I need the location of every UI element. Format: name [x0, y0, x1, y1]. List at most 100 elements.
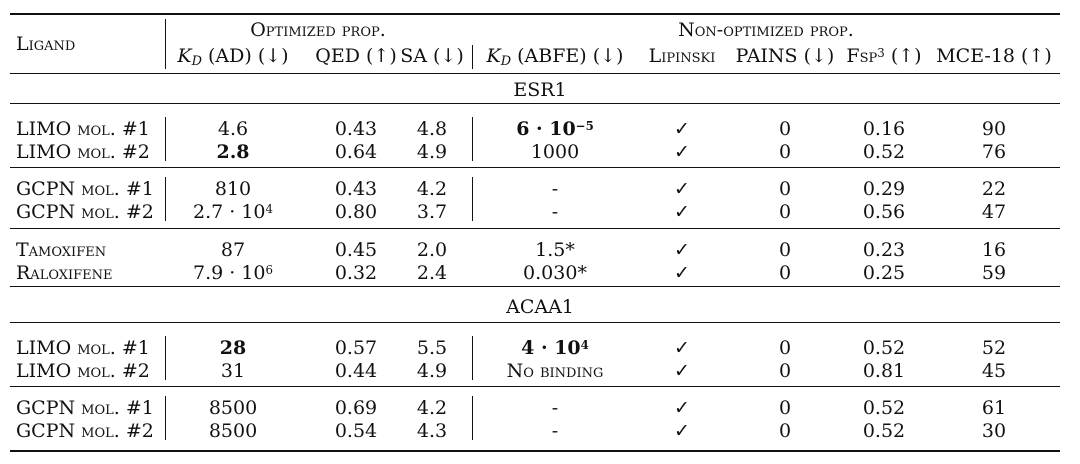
- kd-abfe-value: -: [551, 201, 559, 223]
- pains-cell: 0: [778, 118, 792, 140]
- ligand-name-suffix: mol. #2: [77, 141, 150, 163]
- qed-cell: 0.64: [334, 141, 378, 163]
- column-separator: [472, 396, 473, 440]
- kd-abfe-cell: 0.030*: [523, 262, 587, 284]
- kd-ad-value: 4.6: [217, 118, 249, 140]
- ligand-name-main: LIMO: [16, 141, 72, 163]
- kd-abfe-value: -: [551, 420, 559, 442]
- kd-abfe-value: 4 · 104: [521, 337, 589, 359]
- pains-cell: 0: [778, 262, 792, 284]
- kd-ad-cell: 2.8: [216, 141, 249, 163]
- ligand-name-suffix: mol. #2: [81, 201, 154, 223]
- ligand-name-main: LIMO: [16, 360, 72, 382]
- ligand-name-suffix: Raloxifene: [16, 262, 113, 284]
- fsp3-cell: 0.25: [862, 262, 906, 284]
- group-rule: [10, 228, 1060, 229]
- top-rule: [10, 13, 1060, 15]
- pains-cell: 0: [778, 201, 792, 223]
- mce18-cell: 61: [981, 397, 1007, 419]
- ligand-name-main: GCPN: [16, 420, 76, 442]
- section-title: ACAA1: [506, 296, 574, 318]
- ligand-name-main: GCPN: [16, 201, 76, 223]
- kd-abfe-value: -: [551, 178, 559, 200]
- ligand-name: LIMO mol. #1: [16, 118, 150, 140]
- mce18-cell: 47: [981, 201, 1007, 223]
- ligand-name-suffix: mol. #1: [81, 178, 154, 200]
- ligand-name-suffix: mol. #1: [81, 397, 154, 419]
- column-separator: [472, 336, 473, 380]
- lipinski-check-icon: ✓: [674, 201, 690, 223]
- column-separator: [472, 117, 473, 161]
- kd-subscript: D: [500, 54, 512, 70]
- kd-ad-value: 2.8: [216, 141, 250, 163]
- fsp3-cell: 0.81: [862, 360, 906, 382]
- pains-cell: 0: [778, 337, 792, 359]
- pains-cell: 0: [778, 141, 792, 163]
- kd-subscript: D: [191, 54, 202, 70]
- ligand-name: GCPN mol. #1: [16, 178, 154, 200]
- mce18-cell: 30: [981, 420, 1007, 442]
- kd-abfe-base: 6 · 10: [516, 118, 576, 140]
- group-rule: [10, 167, 1060, 168]
- mce18-cell: 76: [981, 141, 1007, 163]
- header-separator-left: [165, 19, 166, 69]
- ligand-name: Tamoxifen: [16, 239, 106, 261]
- kd-abfe-cell: -: [552, 397, 558, 419]
- ligand-name: GCPN mol. #1: [16, 397, 154, 419]
- pains-cell: 0: [778, 178, 792, 200]
- qed-cell: 0.80: [334, 201, 378, 223]
- qed-cell: 0.45: [334, 239, 378, 261]
- kd-abfe-cell: 6 · 10−5: [516, 118, 594, 140]
- kd-abfe-value: 1.5*: [535, 239, 575, 261]
- mce18-cell: 52: [981, 337, 1007, 359]
- kd-abfe-cell: 1.5*: [535, 239, 575, 261]
- ligand-name-main: LIMO: [16, 118, 72, 140]
- kd-ad-value: 810: [214, 178, 252, 200]
- pains-cell: 0: [778, 360, 792, 382]
- pains-cell: 0: [778, 420, 792, 442]
- ligand-name: Raloxifene: [16, 262, 113, 284]
- lipinski-check-icon: ✓: [674, 420, 690, 442]
- mce18-cell: 22: [981, 178, 1007, 200]
- kd-ad-cell: 31: [221, 360, 245, 382]
- kd-ad-base: 7.9 · 10: [192, 262, 266, 284]
- header-mce18: MCE-18 (↑): [936, 45, 1052, 67]
- group-rule: [10, 386, 1060, 387]
- lipinski-check-icon: ✓: [674, 262, 690, 284]
- lipinski-check-icon: ✓: [674, 239, 690, 261]
- kd-ad-cell: 87: [221, 239, 245, 261]
- fsp3-cell: 0.29: [862, 178, 906, 200]
- ligand-name: LIMO mol. #2: [16, 360, 150, 382]
- fsp3-cell: 0.23: [862, 239, 906, 261]
- kd-abfe-cell: No binding: [507, 360, 604, 382]
- ligand-name-suffix: Tamoxifen: [16, 239, 107, 261]
- column-separator: [472, 177, 473, 221]
- kd-abfe-value: -: [551, 397, 559, 419]
- qed-cell: 0.44: [334, 360, 378, 382]
- kd-abfe-cell: 1000: [531, 141, 579, 163]
- fsp3-cell: 0.52: [862, 397, 906, 419]
- kd-abfe-value: 6 · 10−5: [516, 118, 594, 140]
- kd-ad-value: 31: [220, 360, 246, 382]
- sa-cell: 4.2: [416, 178, 448, 200]
- kd-ad-cell: 28: [220, 337, 246, 359]
- kd-ad-cell: 8500: [209, 397, 257, 419]
- kd-ad-exponent: 6: [265, 262, 274, 277]
- ligand-name-main: GCPN: [16, 178, 76, 200]
- kd-abfe-exponent: −5: [575, 118, 594, 133]
- qed-cell: 0.43: [334, 178, 378, 200]
- column-separator: [165, 177, 166, 221]
- section-rule: [10, 103, 1060, 104]
- section-rule: [10, 286, 1060, 287]
- ligand-name: GCPN mol. #2: [16, 201, 154, 223]
- kd-abfe-exponent: 4: [580, 337, 589, 352]
- lipinski-check-icon: ✓: [674, 178, 690, 200]
- sa-cell: 3.7: [416, 201, 448, 223]
- header-pains: PAINS (↓): [735, 45, 835, 67]
- kd-ad-cell: 810: [215, 178, 251, 200]
- sa-cell: 2.0: [416, 239, 448, 261]
- qed-cell: 0.43: [334, 118, 378, 140]
- qed-cell: 0.54: [334, 420, 378, 442]
- ligand-name: LIMO mol. #2: [16, 141, 150, 163]
- fsp3-cell: 0.52: [862, 420, 906, 442]
